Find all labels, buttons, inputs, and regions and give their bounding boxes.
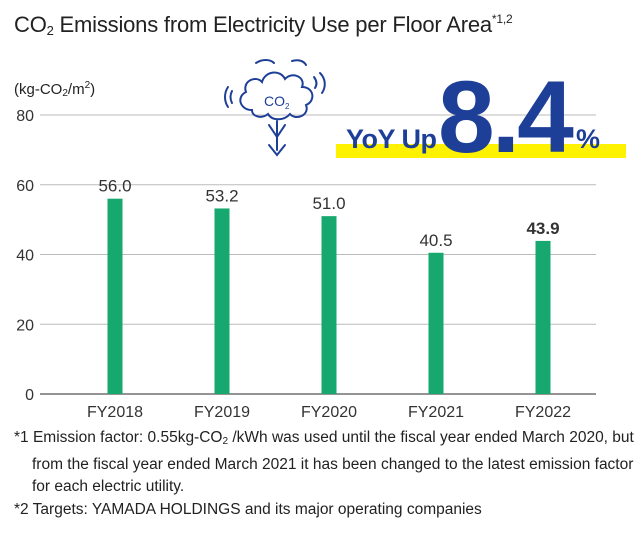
chart-title: CO2 Emissions from Electricity Use per F… <box>14 12 513 38</box>
data-label: 40.5 <box>419 231 452 250</box>
x-tick-label: FY2020 <box>301 404 357 421</box>
x-tick-label: FY2021 <box>408 404 464 421</box>
yoy-value: 8.4 <box>438 60 574 174</box>
bar <box>321 216 337 394</box>
y-tick-label: 0 <box>25 387 34 404</box>
y-tick-label: 20 <box>16 317 34 334</box>
co2-icon-label: CO <box>264 93 285 109</box>
y-tick-label: 80 <box>16 108 34 125</box>
yoy-highlight-bar <box>336 144 626 158</box>
yoy-percent-sign: % <box>576 124 601 154</box>
co2-icon-subscript: 2 <box>285 102 290 111</box>
bar <box>107 198 123 394</box>
data-label: 56.0 <box>98 177 131 196</box>
footnote-2: *2 Targets: YAMADA HOLDINGS and its majo… <box>14 500 482 518</box>
bar <box>535 240 551 394</box>
x-tick-label: FY2022 <box>515 404 571 421</box>
y-tick-label: 40 <box>16 248 34 265</box>
bar <box>428 252 444 394</box>
footnotes: *1 Emission factor: 0.55kg-CO2 /kWh was … <box>14 427 634 521</box>
footnote-1: *1 Emission factor: 0.55kg-CO2 /kWh was … <box>14 429 634 495</box>
y-tick-label: 60 <box>16 178 34 195</box>
yoy-label: YoY Up <box>346 124 437 154</box>
data-label: 43.9 <box>526 219 559 238</box>
data-label: 51.0 <box>312 194 345 213</box>
y-axis-unit-label: (kg-CO2/m2) <box>14 80 96 99</box>
data-label: 53.2 <box>205 186 238 205</box>
x-tick-label: FY2018 <box>87 404 143 421</box>
x-tick-label: FY2019 <box>194 404 250 421</box>
co2-cloud-icon: CO 2 <box>224 59 326 157</box>
yoy-callout: YoY Up 8.4 % <box>336 58 626 168</box>
bar <box>214 208 230 394</box>
